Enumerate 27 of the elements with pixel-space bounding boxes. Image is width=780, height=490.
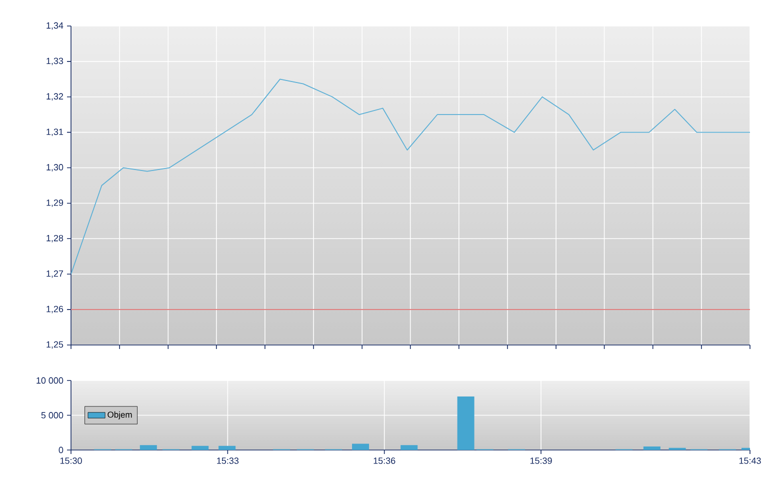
bar <box>352 444 370 450</box>
y-tick-label: 1,26 <box>46 306 64 314</box>
x-tick-label: 15:33 <box>217 458 239 464</box>
line-series <box>71 78 750 275</box>
bar <box>457 396 474 450</box>
y-tick-label: 1,31 <box>46 128 64 136</box>
x-tick-label: 15:43 <box>739 458 761 464</box>
y-tick-label: 1,27 <box>46 270 64 278</box>
x-tick-label: 15:36 <box>374 458 396 464</box>
x-tick-label: 15:30 <box>60 458 82 464</box>
y-tick-label: 1,32 <box>46 93 64 101</box>
y-tick-label: 10 000 <box>36 377 64 384</box>
y-tick-label: 1,33 <box>46 58 64 66</box>
y-tick-label: 1,28 <box>46 234 64 242</box>
y-tick-label: 1,29 <box>46 199 64 207</box>
bar <box>643 446 660 450</box>
bar <box>218 446 236 450</box>
y-tick-label: 5 000 <box>41 412 64 418</box>
y-tick-label: 1,25 <box>46 341 64 349</box>
y-tick-label: 1,34 <box>46 22 64 30</box>
y-tick-label: 0 <box>58 446 64 454</box>
legend-label: Objem <box>108 411 132 420</box>
bar <box>400 445 418 450</box>
bar <box>192 446 209 450</box>
x-tick-label: 15:39 <box>530 458 552 464</box>
bar <box>140 445 157 450</box>
y-tick-label: 1,30 <box>46 164 64 172</box>
